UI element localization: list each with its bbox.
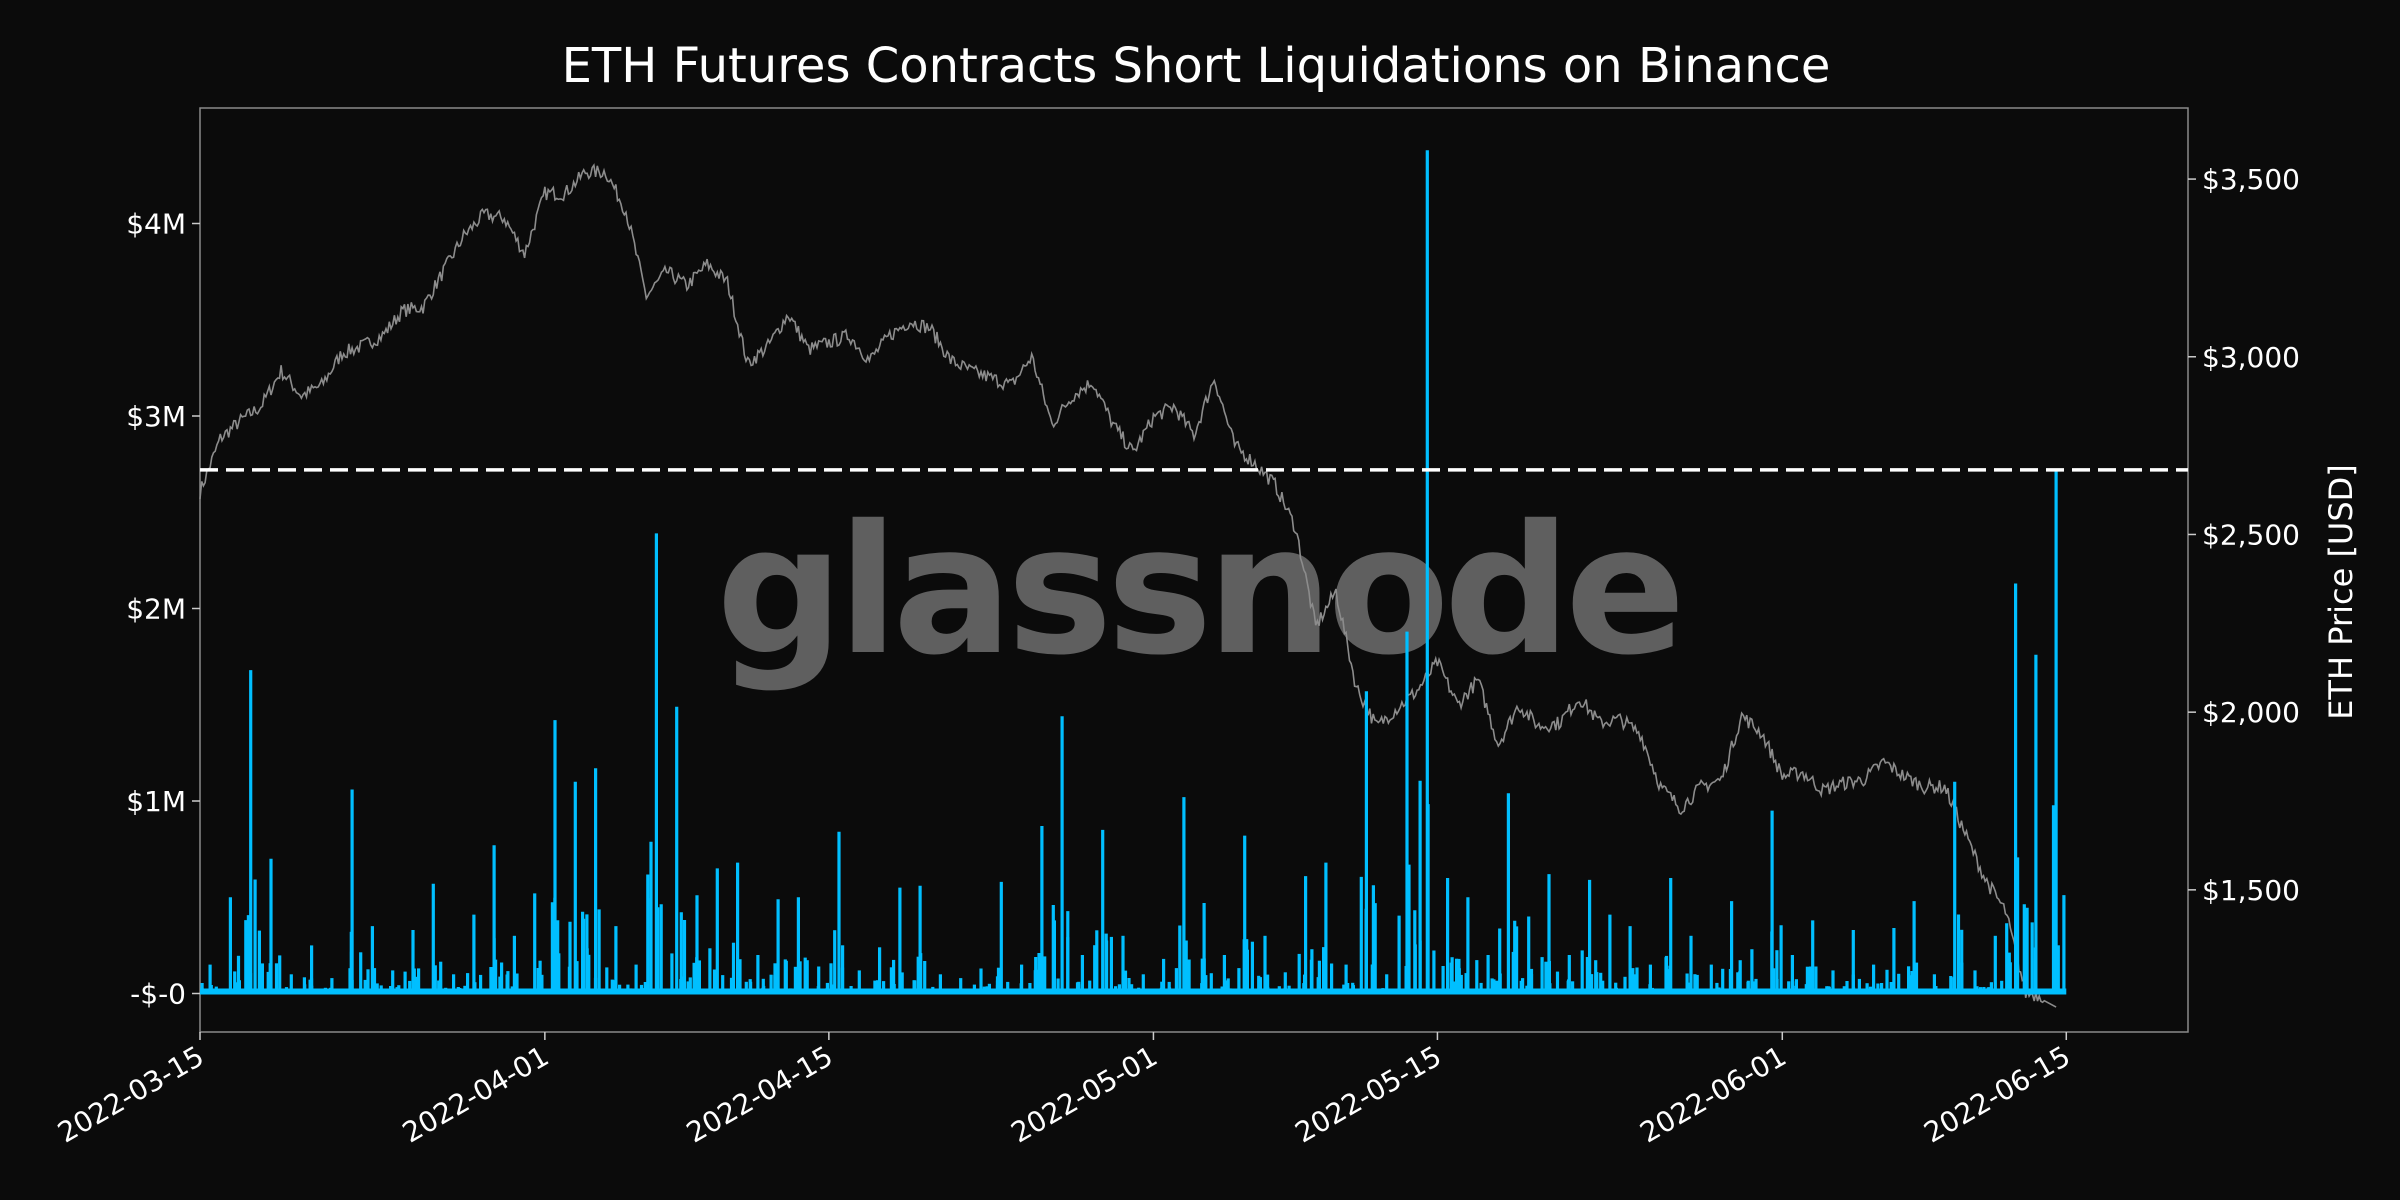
x-tick-label: 2022-06-15	[1918, 1039, 2075, 1149]
price-series	[199, 163, 2057, 1008]
right-axis-title: ETH Price [USD]	[2322, 464, 2360, 720]
right-axis: $1,500 $2,000 $2,500 $3,000 $3,500	[2188, 163, 2300, 907]
x-tick-label: 2022-04-01	[397, 1039, 554, 1149]
chart-title: ETH Futures Contracts Short Liquidations…	[562, 38, 1831, 94]
plot-area	[199, 107, 2189, 1033]
right-tick-label: $1,500	[2202, 874, 2300, 907]
liquidations-series	[200, 150, 2067, 995]
x-tick-label: 2022-06-01	[1634, 1039, 1791, 1149]
eth-price-line	[199, 163, 2057, 1008]
right-tick-label: $3,500	[2202, 163, 2300, 196]
right-tick-label: $3,000	[2202, 341, 2300, 374]
x-tick-label: 2022-05-01	[1005, 1039, 1162, 1149]
x-tick-label: 2022-05-15	[1289, 1039, 1446, 1149]
plot-border	[199, 107, 2189, 1033]
watermark-logo: glassnode	[716, 487, 1680, 694]
x-axis: 2022-03-15 2022-04-01 2022-04-15 2022-05-01…	[52, 1032, 2076, 1149]
left-tick-label: $1M	[126, 785, 186, 818]
right-tick-label: $2,500	[2202, 518, 2300, 551]
left-tick-label: -$-0	[130, 978, 186, 1011]
x-tick-label: 2022-03-15	[52, 1039, 209, 1149]
x-tick-label: 2022-04-15	[681, 1039, 838, 1149]
left-tick-label: $3M	[126, 400, 186, 433]
left-tick-label: $4M	[126, 208, 186, 241]
left-tick-label: $2M	[126, 593, 186, 626]
left-axis: -$-0 $1M $2M $3M $4M	[126, 208, 200, 1011]
right-tick-label: $2,000	[2202, 696, 2300, 729]
